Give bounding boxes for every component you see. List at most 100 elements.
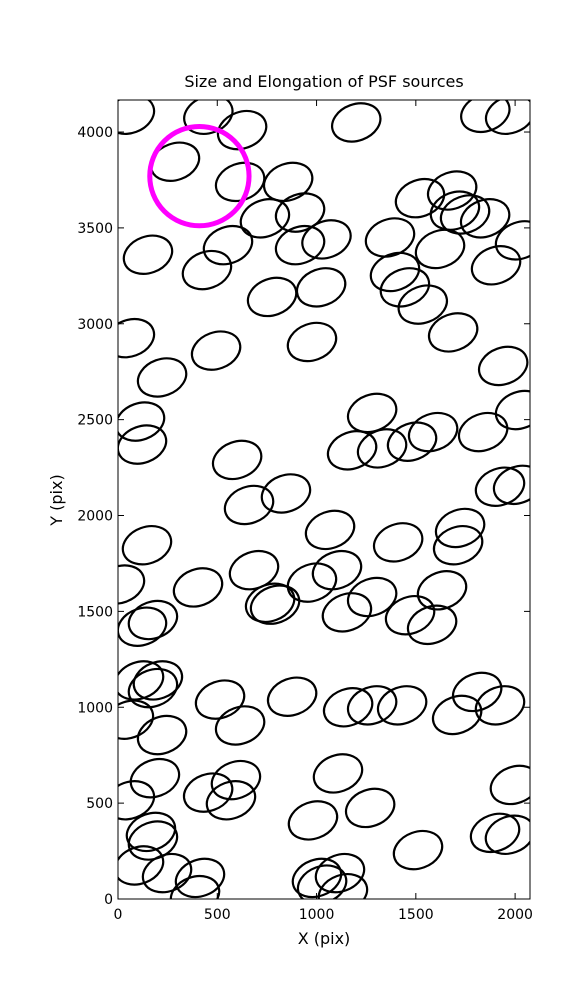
chart-title: Size and Elongation of PSF sources bbox=[184, 72, 463, 91]
y-tick-label: 3500 bbox=[77, 221, 113, 237]
psf-ellipse bbox=[304, 509, 356, 551]
psf-ellipse bbox=[118, 699, 155, 740]
psf-ellipse bbox=[492, 464, 530, 506]
psf-ellipse bbox=[244, 582, 296, 623]
psf-ellipse bbox=[386, 421, 438, 462]
psf-ellipse bbox=[136, 714, 188, 756]
psf-ellipse bbox=[432, 525, 484, 566]
psf-ellipse bbox=[397, 284, 449, 325]
y-axis-label: Y (pix) bbox=[47, 474, 66, 526]
psf-ellipse bbox=[312, 753, 364, 794]
psf-ellipse bbox=[169, 874, 221, 899]
psf-ellipse bbox=[301, 219, 352, 260]
psf-ellipse bbox=[181, 249, 233, 291]
y-tick-label: 1500 bbox=[77, 604, 113, 620]
psf-ellipse bbox=[260, 473, 312, 514]
psf-ellipse bbox=[356, 428, 408, 469]
psf-ellipse bbox=[376, 685, 428, 726]
psf-ellipse bbox=[136, 357, 188, 398]
psf-ellipse bbox=[118, 780, 156, 821]
psf-ellipse bbox=[132, 660, 184, 701]
y-tick-label: 2500 bbox=[77, 413, 113, 429]
psf-ellipse bbox=[439, 194, 491, 235]
psf-ellipse bbox=[326, 430, 378, 471]
psf-ellipse bbox=[118, 401, 166, 442]
y-tick-label: 4000 bbox=[77, 125, 113, 141]
x-tick-label: 0 bbox=[114, 907, 123, 923]
x-tick-label: 1500 bbox=[398, 907, 434, 923]
plot-area bbox=[118, 100, 530, 899]
psf-ellipse bbox=[494, 389, 530, 431]
psf-ellipse bbox=[266, 676, 318, 717]
psf-ellipse bbox=[474, 466, 526, 507]
psf-ellipse bbox=[172, 567, 224, 608]
psf-ellipse bbox=[205, 780, 257, 821]
psf-ellipse bbox=[321, 592, 373, 633]
psf-ellipse bbox=[216, 109, 268, 151]
psf-ellipse bbox=[223, 484, 275, 526]
psf-ellipse bbox=[427, 312, 479, 353]
psf-ellipse bbox=[228, 549, 280, 591]
psf-ellipse bbox=[202, 224, 254, 266]
psf-ellipse bbox=[311, 549, 363, 591]
psf-ellipse bbox=[210, 759, 262, 801]
psf-ellipse bbox=[214, 161, 266, 203]
psf-ellipse bbox=[392, 829, 444, 871]
psf-ellipse bbox=[331, 102, 382, 143]
psf-ellipse bbox=[469, 812, 521, 854]
psf-ellipse bbox=[127, 599, 179, 641]
psf-ellipse bbox=[296, 864, 348, 899]
psf-ellipse bbox=[317, 873, 369, 899]
psf-ellipse bbox=[372, 522, 424, 563]
y-tick-label: 2000 bbox=[77, 509, 113, 525]
psf-ellipse bbox=[118, 564, 146, 605]
psf-ellipse bbox=[314, 852, 366, 894]
y-tick-label: 0 bbox=[104, 892, 113, 908]
psf-ellipse bbox=[214, 705, 266, 746]
psf-ellipse bbox=[286, 321, 338, 363]
psf-ellipse bbox=[457, 411, 509, 453]
psf-ellipse bbox=[246, 276, 298, 318]
psf-ellipse bbox=[346, 685, 398, 726]
psf-ellipse bbox=[118, 424, 168, 465]
psf-ellipse bbox=[474, 685, 526, 726]
psf-ellipse bbox=[127, 667, 179, 709]
psf-ellipse bbox=[295, 267, 347, 308]
psf-ellipse bbox=[431, 694, 483, 736]
psf-ellipse bbox=[344, 787, 396, 829]
y-tick-label: 500 bbox=[86, 796, 113, 812]
psf-ellipse bbox=[118, 606, 168, 647]
plot-frame bbox=[117, 99, 531, 900]
psf-ellipse bbox=[434, 507, 486, 549]
psf-ellipse bbox=[249, 584, 301, 625]
psf-ellipse bbox=[286, 562, 338, 603]
psf-ellipse bbox=[416, 570, 468, 611]
psf-ellipse bbox=[494, 220, 530, 261]
psf-ellipse bbox=[129, 757, 181, 799]
psf-ellipse bbox=[407, 411, 459, 453]
psf-ellipse bbox=[274, 192, 326, 233]
psf-ellipse bbox=[470, 245, 522, 286]
psf-ellipse bbox=[287, 800, 339, 841]
psf-ellipse bbox=[274, 224, 326, 266]
x-tick-label: 1000 bbox=[299, 907, 335, 923]
psf-ellipse bbox=[460, 100, 511, 134]
psf-ellipse bbox=[262, 161, 314, 203]
x-tick-label: 500 bbox=[204, 907, 231, 923]
psf-ellipse bbox=[141, 852, 193, 894]
psf-ellipse bbox=[118, 100, 156, 135]
psf-ellipse bbox=[118, 317, 156, 359]
psf-ellipse bbox=[346, 576, 398, 618]
highlight-circle bbox=[147, 123, 252, 229]
psf-ellipse bbox=[459, 198, 511, 239]
psf-ellipse bbox=[174, 857, 226, 899]
psf-ellipse bbox=[477, 345, 529, 387]
psf-ellipse bbox=[426, 170, 478, 211]
x-axis-label: X (pix) bbox=[298, 929, 351, 948]
psf-ellipse bbox=[194, 679, 246, 720]
psf-ellipse bbox=[182, 772, 234, 813]
psf-ellipse bbox=[369, 251, 421, 293]
psf-ellipse bbox=[122, 234, 174, 275]
y-tick-label: 1000 bbox=[77, 700, 113, 716]
